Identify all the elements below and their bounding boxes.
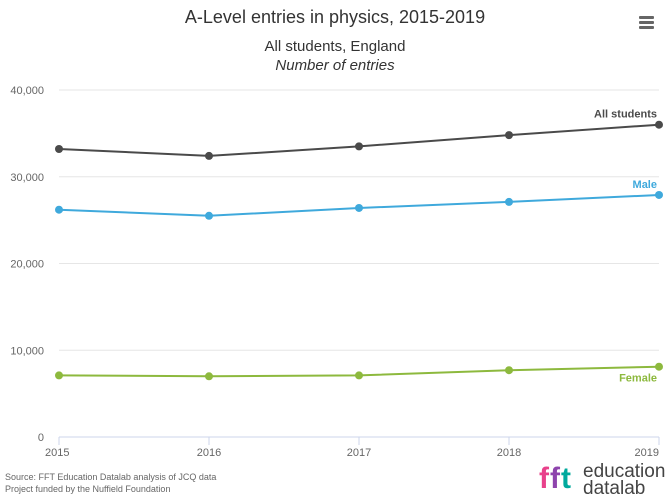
x-tick-label: 2017	[347, 447, 371, 459]
logo-line1: education	[583, 461, 666, 482]
data-point	[205, 151, 213, 160]
y-tick-label: 30,000	[10, 172, 44, 184]
logo-line2: datalab	[583, 478, 646, 499]
y-tick-label: 10,000	[10, 345, 44, 357]
x-tick-label: 2015	[45, 447, 69, 459]
data-point	[655, 190, 663, 199]
fft-logo-mark: fft	[539, 462, 572, 495]
y-tick-label: 40,000	[10, 85, 44, 97]
series-label: Male	[633, 179, 657, 191]
series-label: All students	[594, 109, 657, 121]
hamburger-menu-icon[interactable]	[636, 14, 658, 34]
source-note: Source: FFT Education Datalab analysis o…	[5, 472, 217, 482]
data-point	[355, 142, 363, 151]
data-point	[55, 144, 63, 153]
line-chart: 0 10,000 20,000 30,000 40,000 2015 2016 2017 201…	[10, 85, 663, 459]
data-point	[55, 205, 63, 214]
chart-subtitle: All students, England	[264, 38, 406, 55]
data-point	[505, 366, 513, 375]
chart-subtitle-block: All students, England Number of entries	[0, 37, 670, 75]
series-label: Female	[619, 373, 657, 385]
data-point	[355, 203, 363, 212]
footer: Source: FFT Education Datalab analysis o…	[5, 471, 216, 495]
series-line	[58, 123, 660, 157]
data-point	[655, 362, 663, 371]
chart-ylabel-subtitle: Number of entries	[275, 57, 395, 74]
funding-note: Project funded by the Nuffield Foundatio…	[5, 484, 171, 494]
data-point	[355, 371, 363, 380]
data-point	[205, 372, 213, 381]
data-point	[55, 371, 63, 380]
datalab-logo: fft education datalab	[539, 462, 669, 500]
data-point	[505, 131, 513, 140]
x-tick-label: 2018	[497, 447, 521, 459]
chart-title: A-Level entries in physics, 2015-2019	[184, 7, 486, 27]
logo-text: education datalab	[583, 461, 666, 499]
y-tick-label: 20,000	[10, 259, 44, 271]
y-tick-label: 0	[38, 432, 44, 444]
data-point	[505, 197, 513, 206]
data-point	[655, 120, 663, 129]
data-point	[205, 211, 213, 220]
x-tick-label: 2019	[635, 447, 659, 459]
x-tick-label: 2016	[197, 447, 221, 459]
